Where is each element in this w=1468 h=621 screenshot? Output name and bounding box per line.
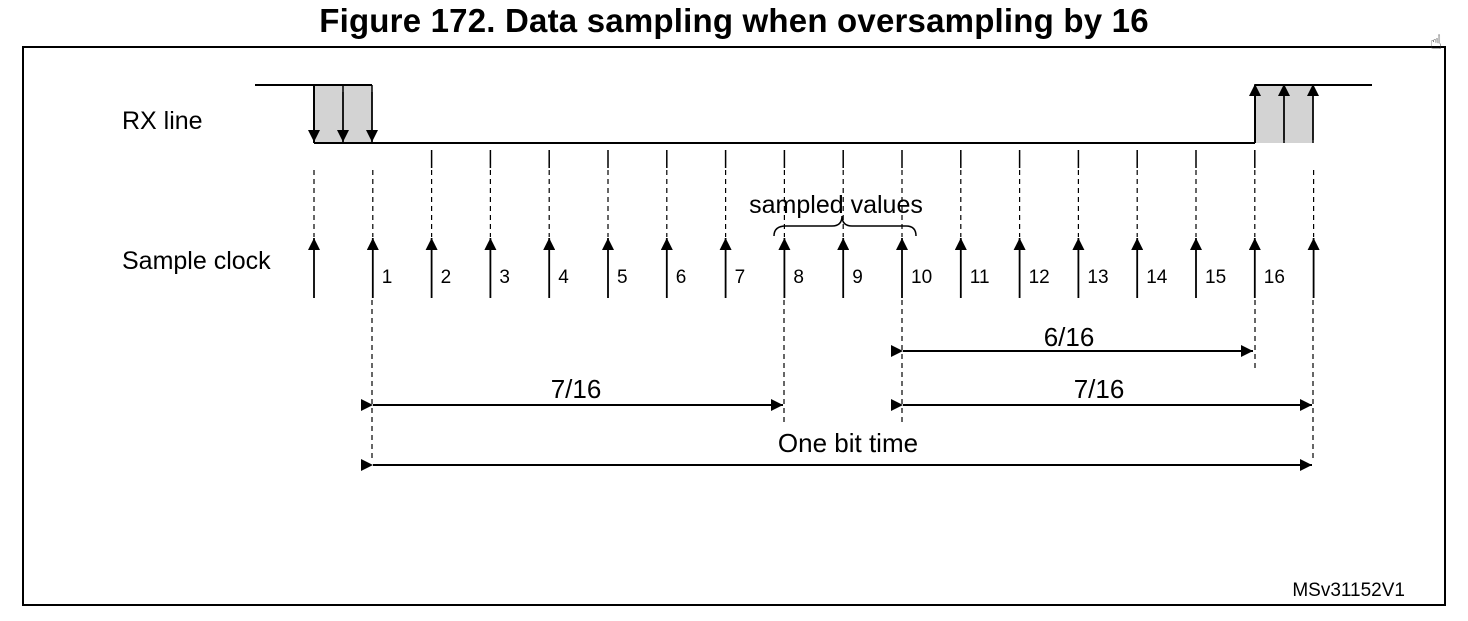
sample-number: 12 xyxy=(1029,267,1050,288)
first-seven-sixteenths-label: 7/16 xyxy=(551,374,602,404)
sample-number: 5 xyxy=(617,267,628,288)
six-sixteenths-label: 6/16 xyxy=(1044,322,1095,352)
sample-number: 1 xyxy=(382,267,393,288)
second-seven-sixteenths-label: 7/16 xyxy=(1074,374,1125,404)
sample-number: 6 xyxy=(676,267,687,288)
rx-line-label: RX line xyxy=(122,107,203,135)
figure-title: Figure 172. Data sampling when oversampl… xyxy=(319,2,1149,39)
sample-clock-label: Sample clock xyxy=(122,247,271,275)
sample-number: 8 xyxy=(793,267,804,288)
sampled-values-brace xyxy=(773,215,917,237)
sample-number: 3 xyxy=(499,267,510,288)
rx-tick-group xyxy=(430,150,1256,168)
figure-frame xyxy=(22,46,1446,606)
sample-number: 4 xyxy=(558,267,569,288)
sample-number: 2 xyxy=(441,267,452,288)
sample-number: 15 xyxy=(1205,267,1226,288)
sampled-values-label: sampled values xyxy=(749,191,923,219)
sample-number: 13 xyxy=(1087,267,1108,288)
one-bit-time-label: One bit time xyxy=(778,428,918,458)
sample-number: 14 xyxy=(1146,267,1168,288)
sample-clock-arrows xyxy=(308,238,1320,298)
sample-number: 16 xyxy=(1264,267,1285,288)
hand-cursor-icon: ☝ xyxy=(1430,30,1443,54)
figure-code: MSv31152V1 xyxy=(1292,580,1405,601)
sample-number: 10 xyxy=(911,267,932,288)
sample-numbers: 1 2 3 4 5 6 7 8 9 10 11 12 13 14 15 16 xyxy=(382,267,1285,288)
sample-number: 9 xyxy=(852,267,863,288)
sample-number: 7 xyxy=(735,267,746,288)
sample-number: 11 xyxy=(970,267,990,288)
